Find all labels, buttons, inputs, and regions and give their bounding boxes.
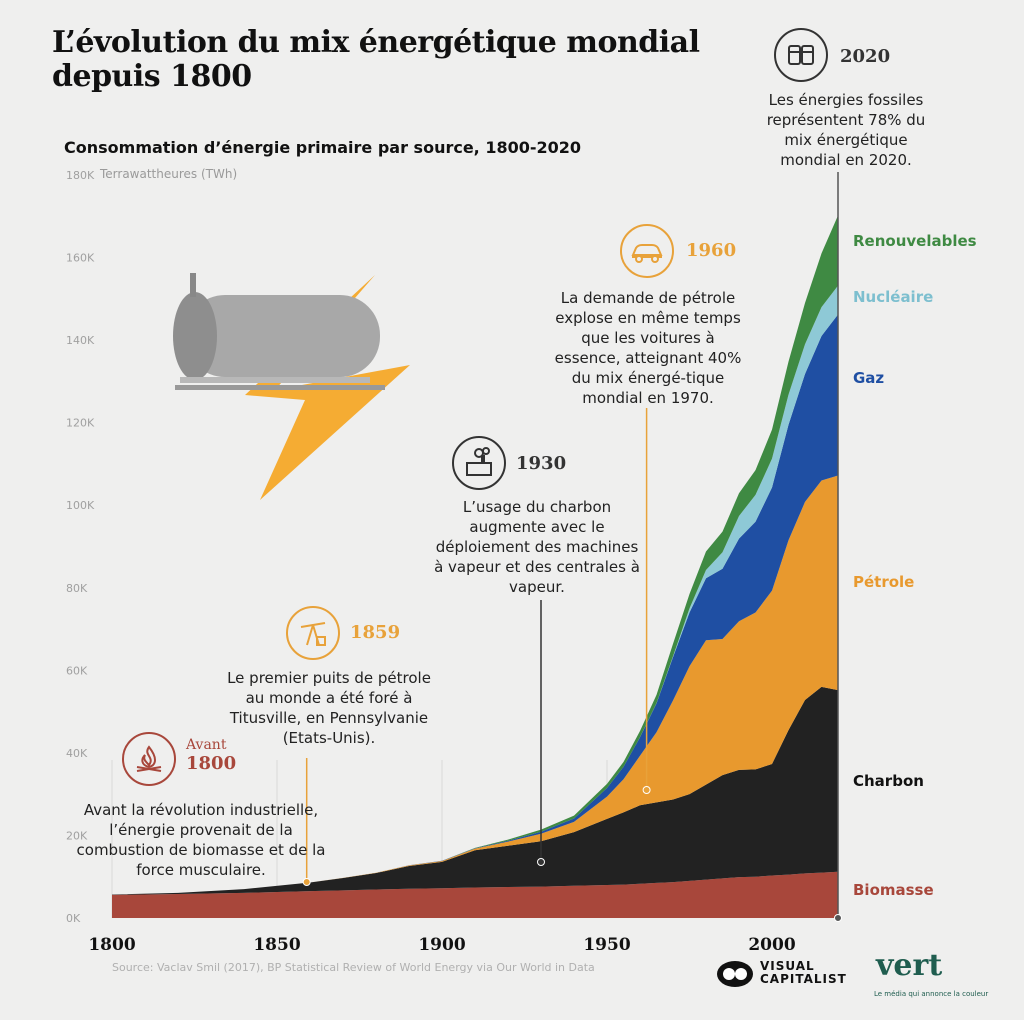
car-icon-circle: [620, 224, 674, 278]
visual-capitalist-logo-icon: [717, 961, 753, 987]
y-tick-label: 80K: [66, 582, 88, 595]
y-tick-label: 120K: [66, 417, 95, 430]
oil-tank-lightning-illustration: [173, 273, 410, 500]
leader-2020-dot: [834, 914, 842, 922]
x-tick-label: 2000: [748, 935, 795, 955]
y-tick-label: 180K: [66, 169, 95, 182]
source-note: Source: Vaclav Smil (2017), BP Statistic…: [112, 961, 595, 974]
series-label-renouvelables: Renouvelables: [853, 232, 977, 250]
x-tick-label: 1950: [583, 935, 630, 955]
y-axis-labels: 0K 20K 40K 60K 80K 100K 120K 140K 160K 180K: [66, 169, 95, 925]
annotation-2020-text: Les énergies fossiles représentent 78% d…: [766, 91, 926, 169]
oil-barrels-icon: [788, 45, 814, 65]
area-pétrole: [112, 475, 838, 895]
leader-1960-dot: [642, 786, 651, 794]
visual-capitalist-logo-text: VISUAL CAPITALIST: [760, 959, 847, 986]
series-label-nucléaire: Nucléaire: [853, 288, 933, 306]
series-label-biomasse: Biomasse: [853, 881, 934, 899]
annotation-1800-label: Avant: [186, 737, 227, 753]
series-label-pétrole: Pétrole: [853, 573, 914, 591]
y-tick-label: 0K: [66, 912, 81, 925]
car-icon: [631, 244, 663, 263]
series-label-gaz: Gaz: [853, 369, 884, 387]
vert-logo: vert: [876, 948, 943, 983]
area-biomasse: [112, 871, 838, 918]
tank-body: [185, 295, 380, 377]
chart-subtitle: Consommation d’énergie primaire par sour…: [64, 138, 582, 157]
annotation-1960-text: La demande de pétrole explose en même te…: [554, 289, 742, 407]
y-axis-unit: Terrawattheures (TWh): [100, 167, 238, 181]
oil-pump-icon: [300, 622, 326, 646]
page-title: L’évolution du mix énergétique mondial d…: [52, 25, 700, 94]
oil-pump-icon-circle: [286, 606, 340, 660]
tank-end: [173, 292, 217, 380]
y-tick-label: 160K: [66, 252, 95, 265]
y-tick-label: 140K: [66, 334, 95, 347]
leader-1930-dot: [537, 858, 545, 866]
x-axis-labels: 1800 1850 1900 1950 2000: [88, 935, 795, 955]
chart-decor: Biomasse Charbon Pétrole Gaz Nucléaire Renouv…: [302, 172, 977, 922]
campfire-icon: [136, 745, 162, 772]
leader-1859-dot: [302, 878, 311, 886]
annotation-1930-text: L’usage du charbon augmente avec le dépl…: [434, 498, 640, 596]
annotation-1800-text: Avant la révolution industrielle, l’éner…: [76, 801, 326, 879]
factory-icon: [466, 447, 492, 476]
vert-tagline: Le média qui annonce la couleur: [874, 990, 989, 998]
annotation-2020-year: 2020: [840, 46, 891, 67]
chart-areas: [112, 215, 838, 918]
annotation-1859-text: Le premier puits de pétrole au monde a é…: [227, 669, 431, 747]
visual-capitalist-logo: VISUAL CAPITALIST: [716, 958, 846, 988]
annotation-1859-year: 1859: [350, 622, 401, 643]
x-tick-label: 1850: [253, 935, 300, 955]
y-tick-label: 60K: [66, 664, 88, 677]
annotation-1960-year: 1960: [686, 240, 737, 261]
area-charbon: [112, 686, 838, 895]
series-label-charbon: Charbon: [853, 772, 924, 790]
y-tick-label: 40K: [66, 747, 88, 760]
oil-barrels-icon-circle: [774, 28, 828, 82]
x-tick-label: 1900: [418, 935, 465, 955]
factory-icon-circle: [452, 436, 506, 490]
y-tick-label: 100K: [66, 499, 95, 512]
y-tick-label: 20K: [66, 829, 88, 842]
annotation-1800-year: 1800: [186, 753, 237, 774]
annotation-1930-year: 1930: [516, 453, 567, 474]
campfire-icon-circle: [122, 732, 176, 786]
x-tick-label: 1800: [88, 935, 135, 955]
